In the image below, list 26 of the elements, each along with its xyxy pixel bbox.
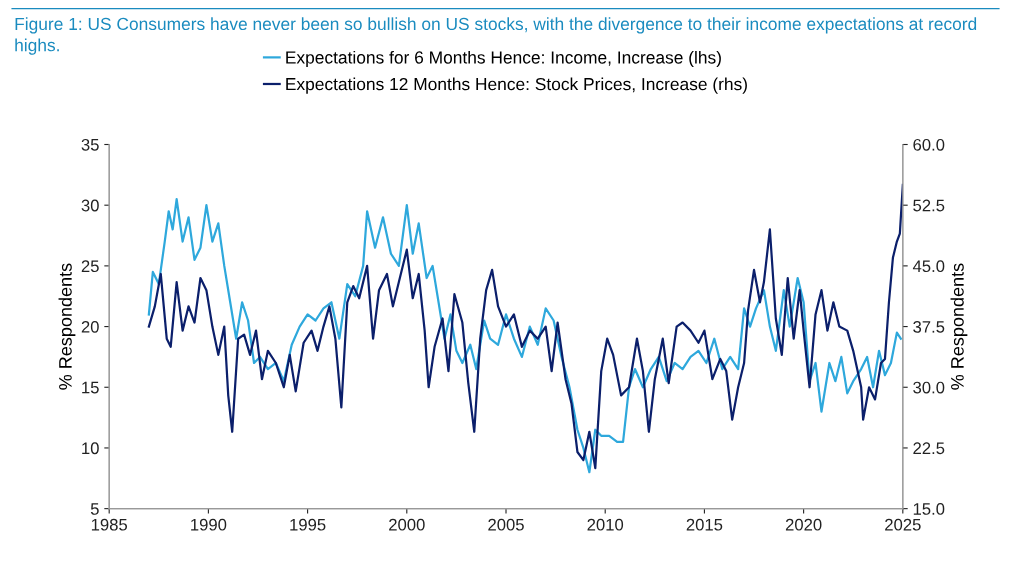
x-tick-label: 2010 [587, 518, 624, 531]
y-tick-label: 15 [82, 381, 99, 394]
y-tick-label: 25 [81, 260, 99, 273]
y-tick-label: 35 [81, 138, 99, 151]
y2-tick-label: 15.0 [913, 503, 945, 515]
y-tick-label: 10 [82, 442, 99, 455]
legend-label: Expectations 12 Months Hence: Stock Prices, Increase (rhs) [286, 77, 747, 94]
y-axis-title: % Respondents [58, 263, 76, 390]
y-tick-label: 20 [81, 320, 99, 333]
y2-tick-label: 45.0 [912, 260, 945, 273]
y2-tick-label: 30.0 [913, 381, 945, 394]
x-tick-label: 2015 [686, 518, 723, 531]
x-tick-label: 2020 [785, 518, 822, 531]
y2-tick-label: 52.5 [913, 199, 945, 212]
x-tick-label: 2025 [885, 518, 921, 531]
x-tick-label: 2000 [389, 518, 425, 531]
y-tick-label: 30 [81, 199, 99, 212]
x-tick-label: 1995 [290, 518, 326, 531]
x-tick-label: 1985 [91, 518, 128, 531]
y-tick-label: 5 [90, 503, 99, 515]
y2-tick-label: 22.5 [913, 442, 945, 455]
y2-tick-label: 60.0 [913, 138, 945, 151]
y2-axis-title: % Respondents [950, 263, 968, 390]
x-tick-label: 2005 [488, 518, 524, 531]
x-tick-label: 1990 [191, 518, 227, 531]
y2-tick-label: 37.5 [913, 320, 945, 333]
